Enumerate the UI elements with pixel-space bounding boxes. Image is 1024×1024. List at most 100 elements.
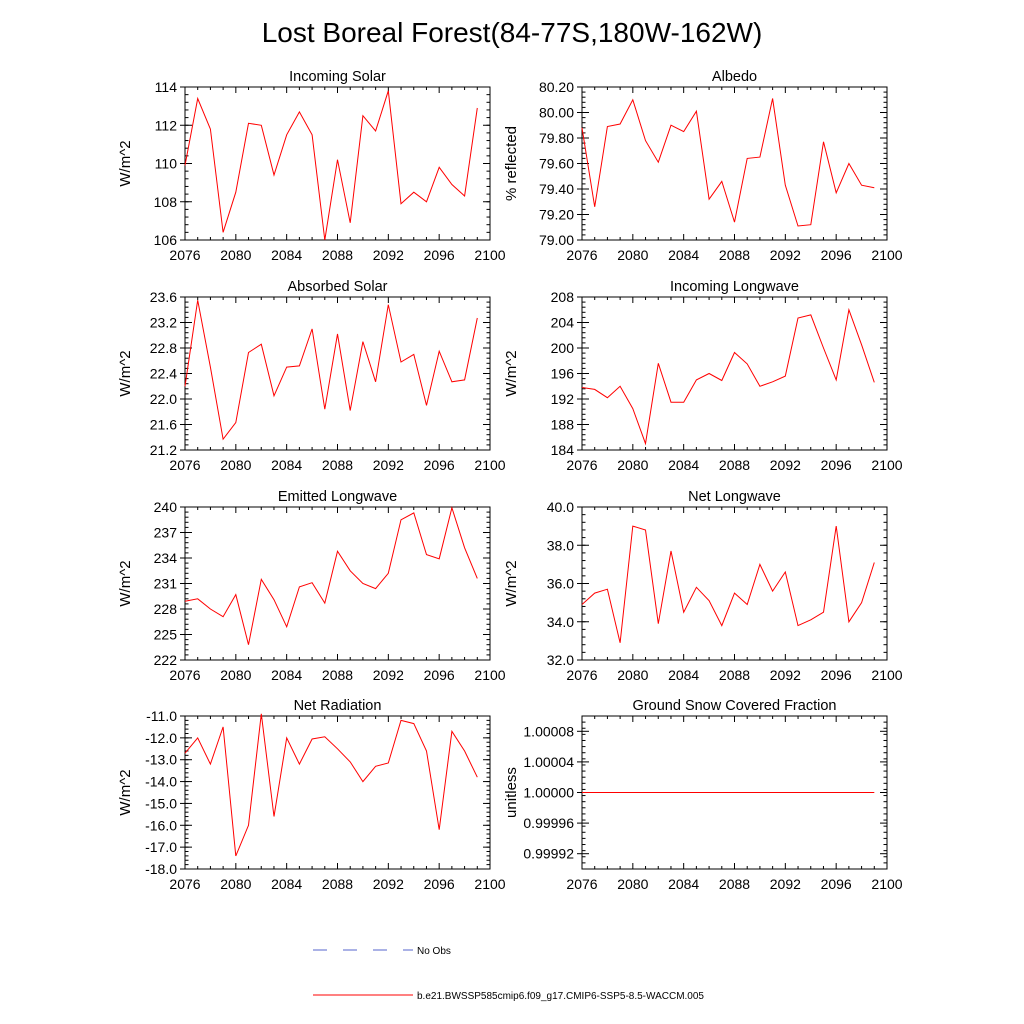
panel-title: Incoming Longwave xyxy=(670,279,799,295)
x-tick-label: 2076 xyxy=(169,667,200,683)
plot-frame xyxy=(581,296,888,451)
y-axis-label: W/m^2 xyxy=(117,140,134,186)
y-tick-label: 32.0 xyxy=(547,652,574,668)
plot-frame xyxy=(184,296,491,451)
y-tick-label: 34.0 xyxy=(547,614,574,630)
y-tick-label: 200 xyxy=(551,340,575,356)
y-tick-label: 106 xyxy=(154,232,178,248)
legend: No Obs b.e21.BWSSP585cmip6.f09_g17.CMIP6-… xyxy=(313,946,704,1002)
y-axis-label: % reflected xyxy=(503,126,520,201)
y-axis-label: W/m^2 xyxy=(503,560,520,606)
x-tick-label: 2092 xyxy=(373,667,404,683)
y-axis-label: W/m^2 xyxy=(503,350,520,396)
y-tick-label: 192 xyxy=(551,391,575,407)
y-tick-label: 79.00 xyxy=(539,232,574,248)
plot-frame xyxy=(581,506,888,661)
panel-title: Net Longwave xyxy=(688,489,781,505)
y-tick-label: 36.0 xyxy=(547,576,574,592)
x-tick-label: 2084 xyxy=(271,457,302,473)
x-tick-label: 2100 xyxy=(871,876,902,892)
y-axis-label: unitless xyxy=(503,767,520,818)
x-tick-label: 2088 xyxy=(322,876,353,892)
x-tick-label: 2080 xyxy=(220,247,251,263)
series-line xyxy=(581,98,875,227)
x-tick-label: 2096 xyxy=(821,667,852,683)
y-tick-label: 23.2 xyxy=(150,315,177,331)
y-tick-label: 222 xyxy=(154,652,178,668)
x-tick-label: 2076 xyxy=(169,457,200,473)
x-tick-label: 2080 xyxy=(617,667,648,683)
x-tick-label: 2084 xyxy=(668,457,699,473)
y-tick-label: -14.0 xyxy=(145,774,177,790)
x-tick-label: 2080 xyxy=(617,247,648,263)
y-tick-label: 240 xyxy=(154,499,178,515)
y-tick-label: 38.0 xyxy=(547,537,574,553)
panel-title: Emitted Longwave xyxy=(278,489,397,505)
x-tick-label: 2088 xyxy=(322,457,353,473)
panel-title: Albedo xyxy=(712,69,757,85)
y-tick-label: 237 xyxy=(154,525,178,541)
y-tick-label: 40.0 xyxy=(547,499,574,515)
x-tick-label: 2088 xyxy=(719,667,750,683)
x-tick-label: 2084 xyxy=(668,876,699,892)
x-tick-label: 2100 xyxy=(474,667,505,683)
x-tick-label: 2100 xyxy=(474,457,505,473)
x-tick-label: 2100 xyxy=(871,457,902,473)
y-tick-label: 80.00 xyxy=(539,105,574,121)
series-line xyxy=(184,505,478,645)
series-line xyxy=(184,300,478,441)
x-tick-label: 2084 xyxy=(271,667,302,683)
y-tick-label: 196 xyxy=(551,366,575,382)
panel-title: Ground Snow Covered Fraction xyxy=(633,698,837,714)
x-tick-label: 2084 xyxy=(271,247,302,263)
series-line xyxy=(581,525,875,643)
x-tick-label: 2076 xyxy=(566,667,597,683)
figure-title: Lost Boreal Forest(84-77S,180W-162W) xyxy=(262,17,763,48)
panel-3: Incoming Longwave 2076 2080 2084 2088 2092 209… xyxy=(503,279,903,473)
x-tick-label: 2080 xyxy=(617,876,648,892)
y-tick-label: 114 xyxy=(155,79,178,95)
x-tick-label: 2076 xyxy=(169,247,200,263)
panel-0: Incoming Solar 2076 2080 2084 2088 2092 2096 21… xyxy=(117,69,506,263)
x-tick-label: 2092 xyxy=(770,247,801,263)
x-tick-label: 2096 xyxy=(424,667,455,683)
y-tick-label: 188 xyxy=(551,417,575,433)
y-tick-label: 21.6 xyxy=(150,417,177,433)
legend-label-0: No Obs xyxy=(417,946,451,957)
panel-title: Net Radiation xyxy=(294,698,382,714)
x-tick-label: 2080 xyxy=(617,457,648,473)
legend-label-1: b.e21.BWSSP585cmip6.f09_g17.CMIP6-SSP5-8… xyxy=(417,991,704,1002)
x-tick-label: 2088 xyxy=(719,247,750,263)
plot-frame xyxy=(184,86,491,241)
y-tick-label: 204 xyxy=(551,315,575,331)
y-tick-label: 80.20 xyxy=(539,79,574,95)
x-tick-label: 2076 xyxy=(169,876,200,892)
panel-4: Emitted Longwave 2076 2080 2084 2088 2092 2096… xyxy=(117,489,506,683)
y-tick-label: 225 xyxy=(154,627,178,643)
y-tick-label: -17.0 xyxy=(145,839,177,855)
y-axis-label: W/m^2 xyxy=(117,769,134,815)
y-tick-label: 108 xyxy=(154,194,178,210)
x-tick-label: 2088 xyxy=(322,247,353,263)
x-tick-label: 2092 xyxy=(373,457,404,473)
y-tick-label: 208 xyxy=(551,289,575,305)
y-tick-label: -11.0 xyxy=(146,708,177,724)
series-line xyxy=(581,307,875,446)
x-tick-label: 2088 xyxy=(719,457,750,473)
y-tick-label: 21.2 xyxy=(150,442,177,458)
y-axis-label: W/m^2 xyxy=(117,560,134,606)
x-tick-label: 2096 xyxy=(821,876,852,892)
panel-5: Net Longwave 2076 2080 2084 2088 2092 2096 2100… xyxy=(503,489,903,683)
panels: Incoming Solar 2076 2080 2084 2088 2092 2096 21… xyxy=(117,69,903,892)
y-tick-label: 0.99996 xyxy=(523,815,574,831)
y-tick-label: -18.0 xyxy=(145,861,177,877)
x-tick-label: 2092 xyxy=(373,876,404,892)
y-tick-label: 1.00004 xyxy=(523,754,574,770)
panel-1: Albedo 2076 2080 2084 2088 2092 2096 2100 79.00 7… xyxy=(503,69,903,263)
y-tick-label: 184 xyxy=(551,442,575,458)
y-tick-label: 79.80 xyxy=(539,130,574,146)
x-tick-label: 2088 xyxy=(322,667,353,683)
y-tick-label: -15.0 xyxy=(145,795,177,811)
x-tick-label: 2100 xyxy=(474,247,505,263)
